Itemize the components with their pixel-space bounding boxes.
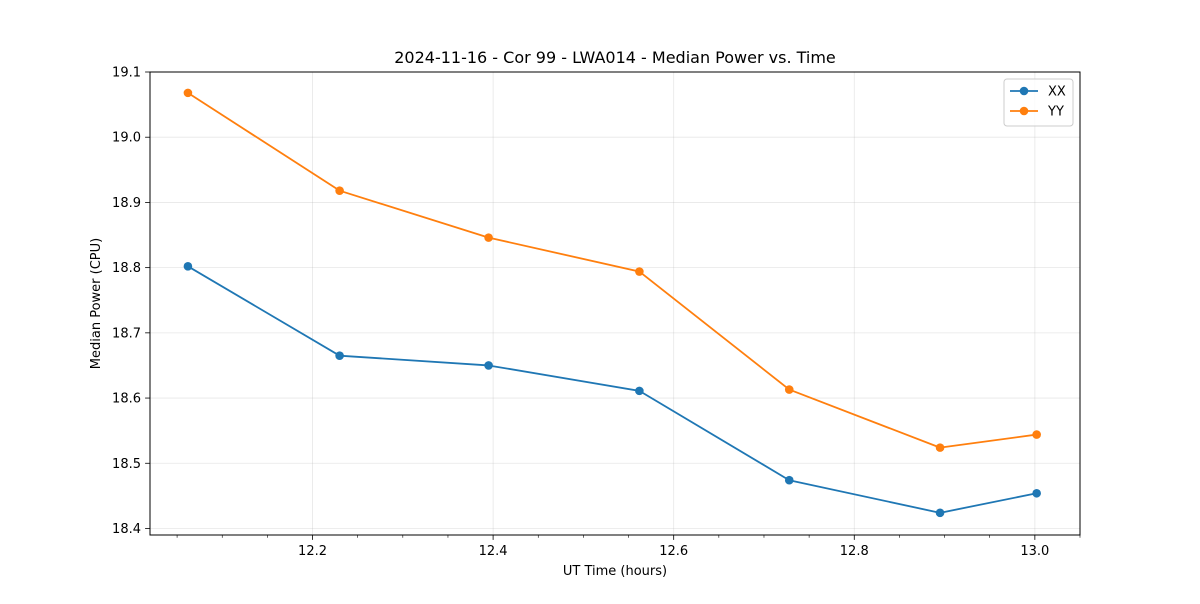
x-tick-label: 13.0 (1020, 544, 1049, 559)
data-point-yy (784, 385, 794, 394)
axis-ticks: 12.2 12.4 12.6 12.8 13.0 18.4 18.5 18.6 18.7 18.8… (112, 66, 1081, 559)
y-axis-label: Median Power (CPU) (89, 238, 104, 369)
data-point-yy (484, 233, 493, 242)
y-tick-label: 18.6 (112, 392, 141, 407)
series-line-yy (187, 92, 1037, 449)
chart-title: 2024-11-16 - Cor 99 - LWA014 - Median Po… (394, 48, 836, 67)
data-point-xx (935, 508, 945, 518)
legend-marker-xx (1019, 86, 1029, 96)
x-axis-label: UT Time (hours) (563, 564, 667, 579)
series-layer (183, 88, 1041, 518)
data-point-xx (335, 351, 344, 360)
y-tick-label: 19.1 (112, 66, 141, 81)
data-point-yy (335, 186, 344, 195)
y-tick-label: 18.9 (112, 196, 141, 211)
legend-marker-yy (1019, 106, 1029, 116)
plot-frame (149, 71, 1081, 536)
series-line-xx (187, 265, 1037, 514)
data-point-xx (183, 262, 193, 271)
x-tick-label: 12.6 (659, 544, 688, 559)
x-tick-label: 12.2 (298, 544, 327, 559)
data-point-yy (183, 88, 193, 98)
x-tick-label: 12.8 (840, 544, 869, 559)
y-tick-label: 18.7 (112, 326, 141, 341)
y-tick-label: 18.8 (112, 261, 141, 276)
data-point-yy (935, 443, 945, 452)
x-tick-label: 12.4 (479, 544, 508, 559)
data-point-yy (635, 267, 644, 276)
y-tick-label: 18.5 (112, 457, 141, 472)
grid (150, 71, 1080, 535)
data-point-xx (635, 386, 644, 396)
data-point-xx (1032, 488, 1041, 498)
y-tick-label: 18.4 (112, 522, 141, 537)
data-point-yy (1032, 430, 1041, 439)
legend: XX YY (1003, 78, 1074, 127)
data-point-xx (484, 361, 493, 370)
legend-label-yy: YY (1047, 105, 1064, 120)
y-tick-label: 19.0 (112, 131, 141, 146)
legend-label-xx: XX (1048, 85, 1066, 100)
data-point-xx (784, 475, 794, 485)
